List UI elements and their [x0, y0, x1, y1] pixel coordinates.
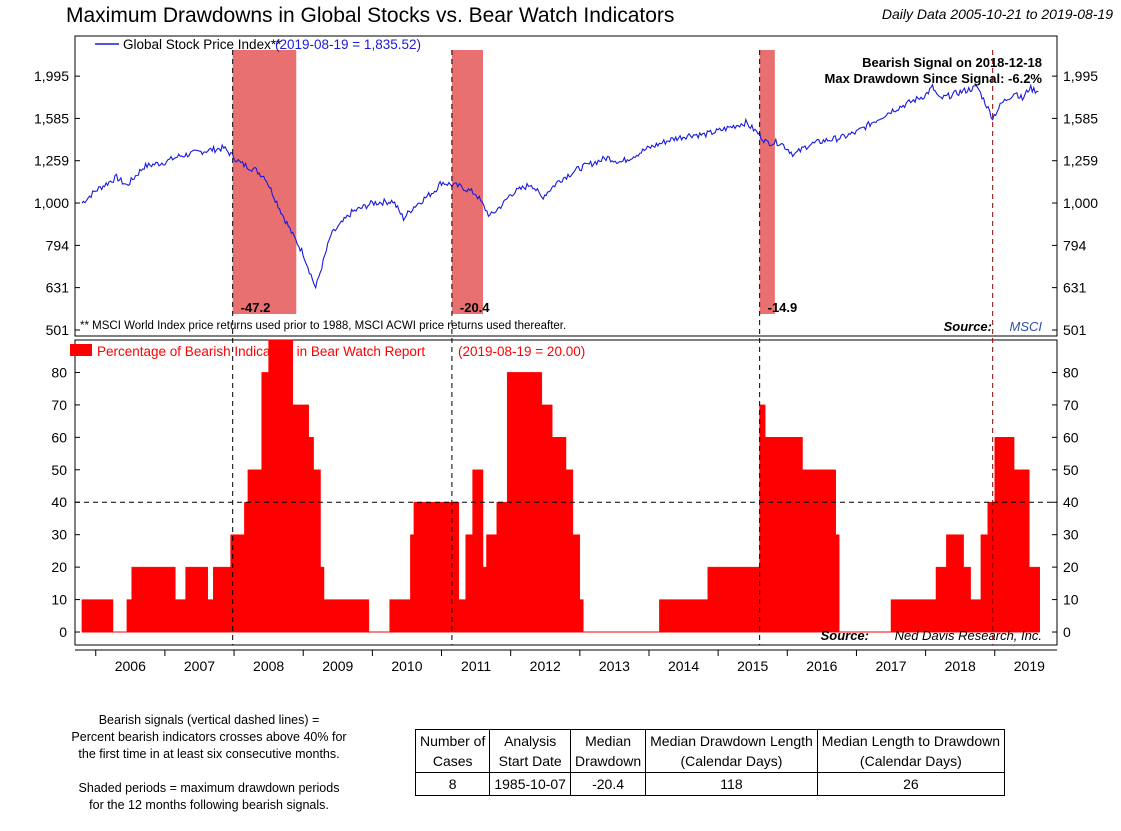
x-tick-label: 2017	[875, 658, 906, 674]
price-index-line	[81, 83, 1039, 290]
x-tick-label: 2008	[253, 658, 284, 674]
price-panel: 501 501 631 631 794 794 1,000 1,000 1,259 1,259 1,…	[34, 35, 1098, 338]
y-tick-label-left: 20	[51, 559, 67, 575]
note-line: for the 12 months following bearish sign…	[89, 798, 329, 812]
chart-title: Maximum Drawdowns in Global Stocks vs. B…	[66, 4, 675, 27]
y-tick-label-left: 80	[51, 364, 67, 380]
y-tick-label-right: 70	[1063, 397, 1079, 413]
y-tick-label-right: 1,995	[1063, 68, 1098, 84]
x-tick-label: 2014	[668, 658, 699, 674]
indicator-panel-frame	[74, 339, 1058, 646]
y-tick-label-left: 501	[46, 322, 70, 338]
cell-drawdown-length: 118	[645, 772, 818, 796]
note-line: Bearish signals (vertical dashed lines) …	[98, 713, 320, 727]
header-drawdown-length: Median Drawdown Length (Calendar Days)	[645, 729, 818, 773]
date-range-label: Daily Data 2005-10-21 to 2019-08-19	[881, 6, 1113, 22]
note-line: the first time in at least six consecuti…	[78, 747, 340, 761]
source-label-bottom: Source:	[821, 628, 869, 643]
header-start-date: Analysis Start Date	[489, 729, 571, 773]
y-tick-label-left: 631	[46, 280, 70, 296]
price-panel-frame	[74, 35, 1058, 337]
y-tick-label-right: 80	[1063, 364, 1079, 380]
x-tick-label: 2006	[115, 658, 146, 674]
note-line: Shaded periods = maximum drawdown period…	[78, 781, 340, 795]
cell-median-drawdown: -20.4	[569, 772, 647, 796]
source-name-top: MSCI	[1010, 319, 1043, 334]
legend-label-indicator: Percentage of Bearish Indicators in Bear…	[97, 344, 425, 359]
y-tick-label-right: 1,585	[1063, 110, 1098, 126]
y-tick-label-left: 70	[51, 397, 67, 413]
x-tick-label: 2012	[530, 658, 561, 674]
header-length-to-drawdown: Median Length to Drawdown (Calendar Days)	[816, 729, 1006, 773]
y-tick-label-left: 30	[51, 527, 67, 543]
y-tick-label-left: 794	[46, 237, 70, 253]
y-tick-label-left: 10	[51, 592, 67, 608]
y-tick-label-right: 794	[1063, 237, 1087, 253]
legend-label-price: Global Stock Price Index**	[123, 37, 282, 52]
bearish-indicator-panel: 0 0 10 10 20 20 30 30 40 40 50 50 60 60 70 70 80 80 Percen…	[51, 339, 1079, 646]
x-tick-label: 2007	[184, 658, 215, 674]
y-tick-label-right: 20	[1063, 559, 1079, 575]
note-line: Percent bearish indicators crosses above…	[71, 730, 347, 744]
y-tick-label-left: 1,000	[34, 195, 69, 211]
x-tick-label: 2019	[1014, 658, 1045, 674]
y-tick-label-left: 50	[51, 462, 67, 478]
y-tick-label-left: 1,995	[34, 68, 69, 84]
cell-cases: 8	[414, 772, 491, 796]
y-tick-label-right: 30	[1063, 527, 1079, 543]
legend-value-indicator: (2019-08-19 = 20.00)	[458, 344, 585, 359]
chart-overlay	[232, 50, 994, 645]
y-tick-label-right: 631	[1063, 280, 1087, 296]
table-header-row: Number of Cases Analysis Start Date Median…	[414, 729, 1006, 773]
y-tick-label-right: 0	[1063, 624, 1071, 640]
shaded-drawdown-period	[232, 50, 297, 314]
y-tick-label-right: 40	[1063, 494, 1079, 510]
y-tick-label-right: 60	[1063, 429, 1079, 445]
x-tick-label: 2015	[737, 658, 768, 674]
x-tick-label: 2016	[806, 658, 837, 674]
cell-start-date: 1985-10-07	[489, 772, 571, 796]
source-label-top: Source:	[944, 319, 992, 334]
shaded-drawdown-period	[451, 50, 484, 314]
signal-annotation-line1: Bearish Signal on 2018-12-18	[862, 55, 1042, 70]
shaded-drawdown-period	[759, 50, 775, 314]
x-tick-label: 2010	[391, 658, 422, 674]
bearish-indicator-area	[81, 339, 1040, 633]
x-tick-label: 2009	[322, 658, 353, 674]
y-tick-label-left: 0	[59, 624, 67, 640]
drawdown-label: -20.4	[460, 300, 490, 315]
source-name-bottom: Ned Davis Research, Inc.	[895, 628, 1042, 643]
chart-canvas: 501 501 631 631 794 794 1,000 1,000 1,259 1,259 1,…	[34, 35, 1098, 674]
header-median-drawdown: Median Drawdown	[569, 729, 647, 773]
y-tick-label-left: 60	[51, 429, 67, 445]
notes-block: Bearish signals (vertical dashed lines) …	[24, 712, 394, 831]
x-axis: 2006 2007 2008 2009 2010 2011 2012 2013 2014 2015…	[75, 649, 1057, 674]
footnote: ** MSCI World Index price returns used p…	[80, 320, 566, 332]
header-cases: Number of Cases	[414, 729, 491, 773]
x-tick-label: 2018	[945, 658, 976, 674]
y-tick-label-right: 501	[1063, 322, 1087, 338]
y-tick-label-left: 1,585	[34, 110, 69, 126]
y-tick-label-left: 1,259	[34, 153, 69, 169]
y-tick-label-right: 10	[1063, 592, 1079, 608]
y-tick-label-right: 1,000	[1063, 195, 1098, 211]
y-tick-label-right: 50	[1063, 462, 1079, 478]
y-tick-label-right: 1,259	[1063, 153, 1098, 169]
x-tick-label: 2013	[599, 658, 630, 674]
drawdown-label: -14.9	[768, 300, 798, 315]
stats-table: Number of Cases Analysis Start Date Median…	[414, 729, 1006, 796]
x-tick-label: 2011	[461, 658, 491, 674]
table-row: 8 1985-10-07 -20.4 118 26	[414, 772, 1006, 796]
legend-swatch-indicator	[70, 344, 92, 356]
drawdown-label: -47.2	[241, 300, 271, 315]
signal-annotation-line2: Max Drawdown Since Signal: -6.2%	[825, 71, 1043, 86]
cell-length-to-drawdown: 26	[816, 772, 1006, 796]
y-tick-label-left: 40	[51, 494, 67, 510]
legend-value-price: (2019-08-19 = 1,835.52)	[275, 37, 421, 52]
